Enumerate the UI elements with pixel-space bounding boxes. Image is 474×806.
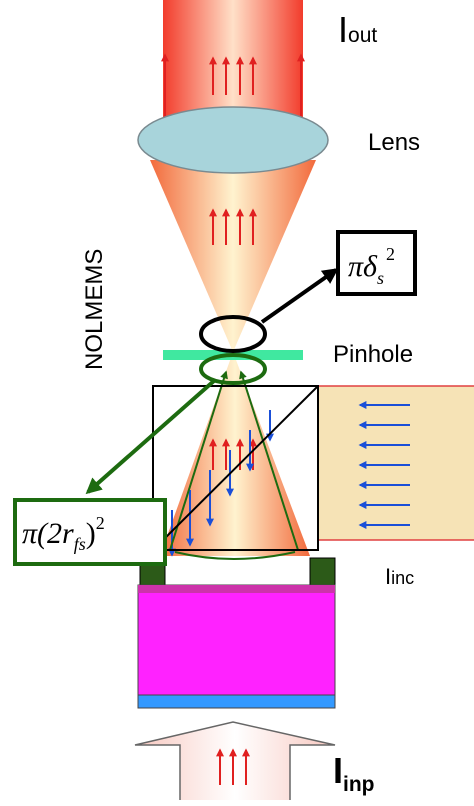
label-i-out: Iout: [338, 9, 377, 50]
lens: [137, 106, 329, 174]
label-i-inc: Iinc: [385, 564, 414, 589]
cone-arrows: [209, 208, 257, 245]
label-i-inp: Iinp: [333, 750, 375, 796]
fiber-spot-box: [13, 498, 167, 566]
formula-post: ): [86, 517, 96, 550]
beam-arrows: [161, 53, 305, 120]
input-arrows: [216, 748, 250, 785]
label-part: inc: [391, 568, 414, 588]
label-nolmems: NOLMEMS: [81, 249, 108, 370]
incident-beam: [318, 386, 474, 540]
label-part: out: [348, 24, 377, 47]
fiber-spot-formula: π(2rfs)2: [22, 513, 105, 554]
focal-spot-formula: πδs2: [348, 244, 395, 288]
formula-sup: 2: [96, 513, 105, 533]
substrate: [137, 694, 336, 709]
label-pinhole: Pinhole: [333, 341, 413, 368]
mems-block: [137, 584, 336, 696]
formula-base: πδ: [348, 250, 378, 283]
incident-arrows: [358, 401, 410, 529]
focus-ring: [199, 315, 267, 353]
label-part: I: [385, 564, 391, 589]
upper-cone: [150, 160, 316, 352]
formula-sup: 2: [386, 244, 395, 264]
formula-sub: fs: [74, 534, 86, 554]
label-lens: Lens: [368, 129, 420, 156]
fiber-ring: [199, 353, 267, 385]
beam-splitter: [152, 385, 319, 551]
formula-pre: π(2r: [22, 517, 74, 550]
focal-spot-box: [336, 230, 417, 296]
label-part: I: [333, 750, 343, 791]
input-arrow: [134, 721, 336, 800]
formula-sub: s: [377, 268, 384, 288]
green-rays: [169, 370, 299, 560]
label-part: inp: [343, 773, 375, 796]
label-part: I: [338, 9, 348, 50]
